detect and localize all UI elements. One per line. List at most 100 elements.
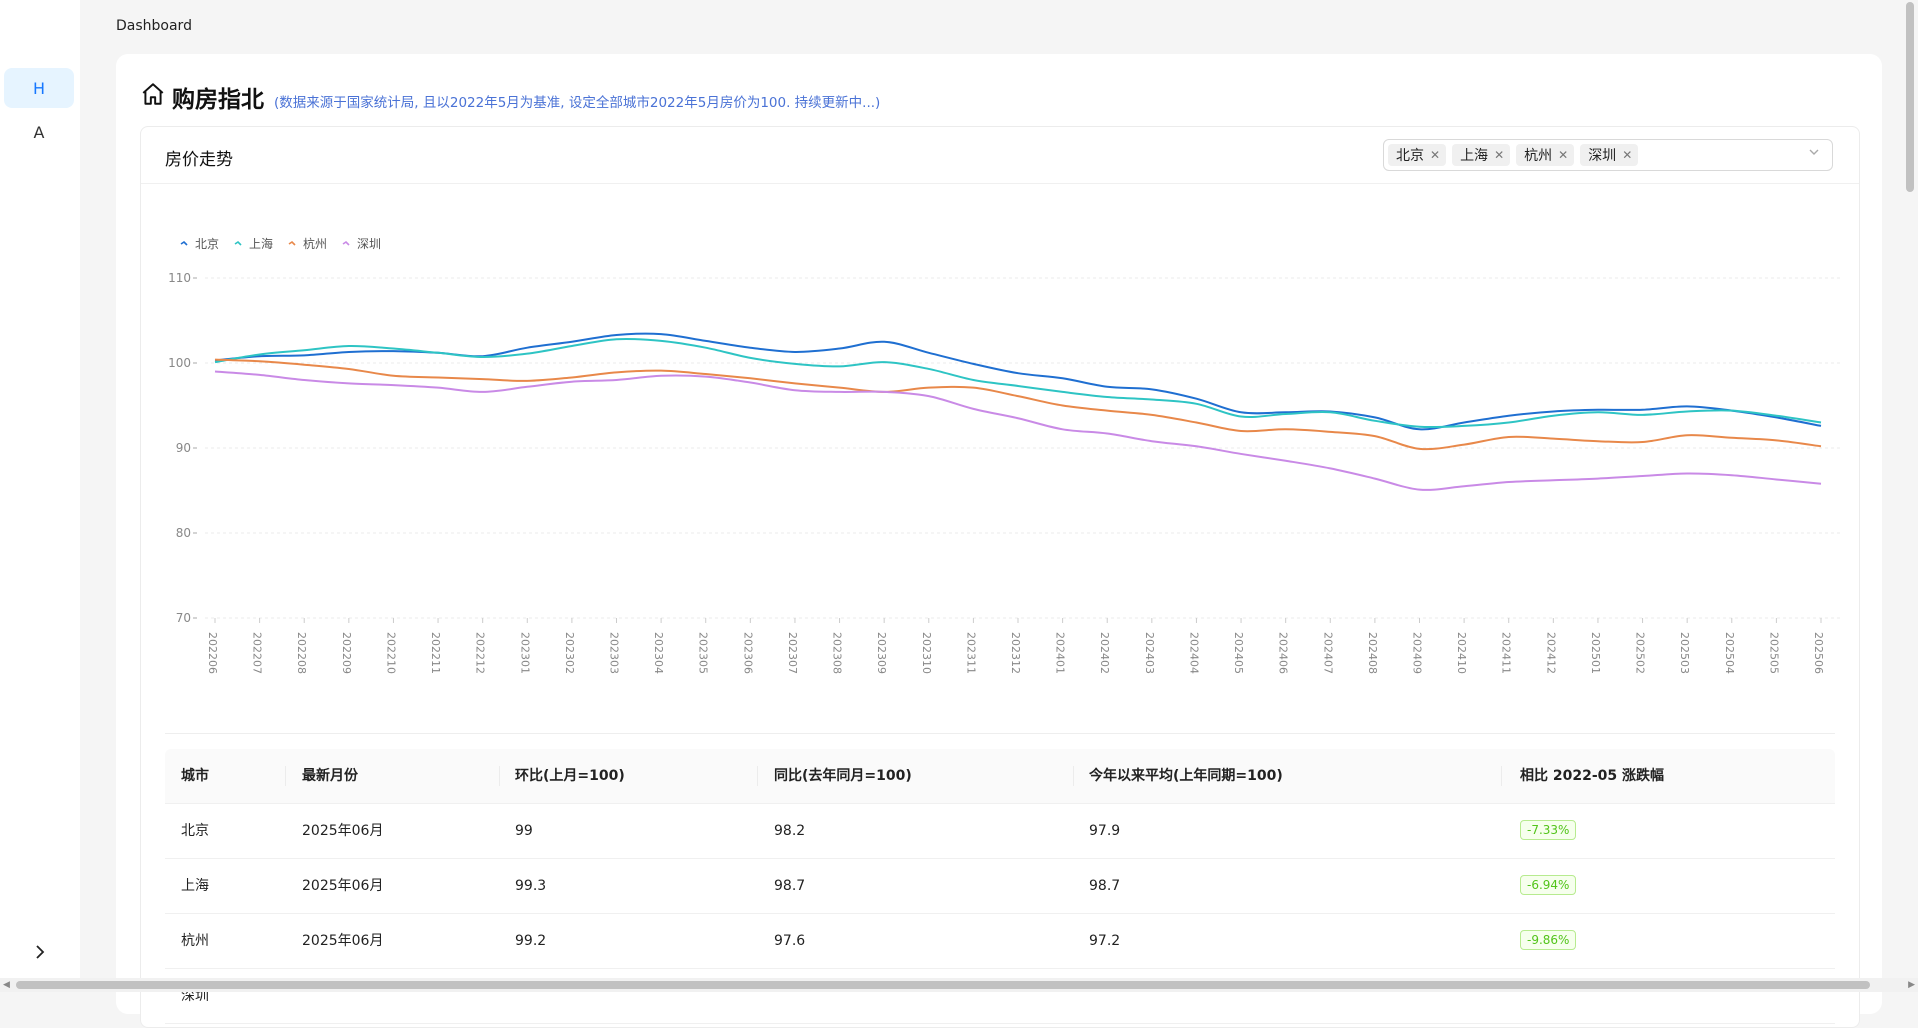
price-trend-chart: 70 80 90 100 110 202206 202207 202208 202209 2022… [141, 184, 1859, 714]
y-tick-label: 70 [176, 611, 191, 625]
trend-panel: 房价走势 北京 ✕ 上海 ✕ 杭州 ✕ 深圳 ✕ 70 80 90 100 110 202206 2… [140, 126, 1860, 1028]
x-tick-label: 202403 [1143, 632, 1156, 674]
column-separator [1501, 766, 1502, 786]
cell-yoy: 98.2 [774, 823, 806, 839]
close-icon[interactable]: ✕ [1494, 148, 1505, 162]
legend-marker [288, 240, 296, 246]
sidebar: H A [0, 0, 80, 992]
city-tag-label: 上海 [1460, 148, 1489, 164]
x-tick-label: 202412 [1544, 632, 1557, 674]
x-tick-label: 202404 [1187, 632, 1200, 674]
cell-month: 2025年06月 [302, 933, 384, 949]
city-tag-label: 北京 [1396, 148, 1424, 164]
close-icon[interactable]: ✕ [1622, 148, 1633, 162]
x-tick-label: 202310 [920, 632, 933, 674]
city-tag: 杭州 ✕ [1516, 144, 1575, 166]
column-header-mom: 环比(上月=100) [515, 768, 625, 784]
column-header-ytd: 今年以来平均(上年同期=100) [1089, 768, 1283, 784]
column-separator [1073, 766, 1074, 786]
cell-mom: 99 [515, 823, 533, 839]
horizontal-scrollbar-thumb[interactable] [16, 981, 1870, 989]
x-tick-label: 202502 [1634, 632, 1647, 674]
x-tick-label: 202406 [1277, 632, 1290, 674]
divider [165, 733, 1835, 734]
x-tick-label: 202306 [741, 632, 754, 674]
x-tick-label: 202301 [518, 632, 531, 674]
vertical-scrollbar-thumb[interactable] [1906, 2, 1914, 192]
page-title: 购房指北 [140, 80, 264, 114]
change-badge: -9.86% [1520, 930, 1577, 950]
close-icon[interactable]: ✕ [1558, 148, 1569, 162]
chevron-down-icon[interactable] [1808, 146, 1820, 162]
x-tick-label: 202501 [1589, 632, 1602, 674]
change-badge: -7.33% [1520, 820, 1577, 840]
legend-label: 北京 [195, 237, 219, 251]
y-tick-label: 80 [176, 526, 191, 540]
breadcrumb: Dashboard [116, 18, 192, 34]
page-subtitle: (数据来源于国家统计局, 且以2022年5月为基准, 设定全部城市2022年5月… [274, 95, 881, 111]
page-header: 购房指北 (数据来源于国家统计局, 且以2022年5月为基准, 设定全部城市20… [140, 80, 880, 114]
cell-city: 上海 [181, 878, 209, 894]
sidebar-item-label: H [32, 78, 46, 98]
x-tick-label: 202302 [563, 632, 576, 674]
x-tick-label: 202206 [206, 632, 219, 674]
table-row[interactable]: 上海 2025年06月 99.3 98.7 98.7 -6.94% [165, 859, 1835, 914]
close-icon[interactable]: ✕ [1430, 148, 1441, 162]
scroll-left-icon[interactable]: ◀ [3, 980, 10, 990]
legend-marker [342, 240, 350, 246]
sidebar-item-h[interactable]: H [4, 68, 74, 108]
table-row[interactable]: 杭州 2025年06月 99.2 97.6 97.2 -9.86% [165, 914, 1835, 969]
x-tick-label: 202409 [1411, 632, 1424, 674]
home-icon [140, 81, 166, 113]
x-tick-label: 202307 [786, 632, 799, 674]
x-tick-label: 202506 [1812, 632, 1825, 674]
series-line [214, 370, 1822, 491]
x-tick-label: 202504 [1723, 632, 1736, 674]
x-tick-label: 202207 [251, 632, 264, 674]
table-row[interactable]: 北京 2025年06月 99 98.2 97.9 -7.33% [165, 804, 1835, 859]
page-title-text: 购房指北 [172, 87, 264, 113]
cell-ytd: 97.2 [1089, 933, 1121, 949]
x-tick-label: 202402 [1098, 632, 1111, 674]
column-separator [757, 766, 758, 786]
x-tick-label: 202505 [1767, 632, 1780, 674]
legend-label: 深圳 [357, 237, 381, 251]
cell-change: -7.33% [1520, 804, 1577, 858]
cell-mom: 99.2 [515, 933, 547, 949]
sidebar-item-label: A [33, 122, 45, 142]
scroll-right-icon[interactable]: ▶ [1908, 980, 1915, 990]
cell-change: -6.94% [1520, 859, 1577, 913]
legend-marker [180, 240, 188, 246]
column-separator [499, 766, 500, 786]
x-tick-label: 202211 [429, 632, 442, 674]
x-tick-label: 202405 [1232, 632, 1245, 674]
legend-label: 上海 [249, 236, 273, 251]
cell-change: -9.86% [1520, 914, 1577, 968]
main-card: 购房指北 (数据来源于国家统计局, 且以2022年5月为基准, 设定全部城市20… [116, 54, 1882, 1028]
x-tick-label: 202408 [1366, 632, 1379, 674]
y-tick-label: 110 [168, 271, 191, 285]
x-tick-label: 202303 [608, 632, 621, 674]
trend-panel-header: 房价走势 北京 ✕ 上海 ✕ 杭州 ✕ 深圳 ✕ [141, 127, 1859, 184]
city-multiselect[interactable]: 北京 ✕ 上海 ✕ 杭州 ✕ 深圳 ✕ [1383, 139, 1833, 171]
x-tick-label: 202410 [1455, 632, 1468, 674]
cell-city: 杭州 [181, 933, 209, 949]
chevron-right-icon[interactable] [28, 940, 52, 964]
column-header-yoy: 同比(去年同月=100) [774, 768, 912, 784]
x-tick-label: 202503 [1678, 632, 1691, 674]
column-header-city: 城市 [181, 768, 209, 784]
change-badge: -6.94% [1520, 875, 1577, 895]
vertical-scrollbar[interactable] [1906, 0, 1914, 992]
cell-month: 2025年06月 [302, 878, 384, 894]
cell-mom: 99.3 [515, 878, 547, 894]
x-tick-label: 202209 [340, 632, 353, 674]
x-tick-label: 202304 [652, 632, 665, 674]
legend-marker [234, 240, 242, 246]
horizontal-scrollbar[interactable]: ◀ ▶ [0, 978, 1918, 992]
cell-city: 北京 [181, 823, 209, 839]
sidebar-item-a[interactable]: A [4, 112, 74, 152]
column-header-month: 最新月份 [302, 768, 358, 784]
chart-svg: 70 80 90 100 110 202206 202207 202208 202209 2022… [168, 236, 1841, 674]
city-tag: 深圳 ✕ [1580, 144, 1639, 166]
series-line [214, 332, 1822, 431]
